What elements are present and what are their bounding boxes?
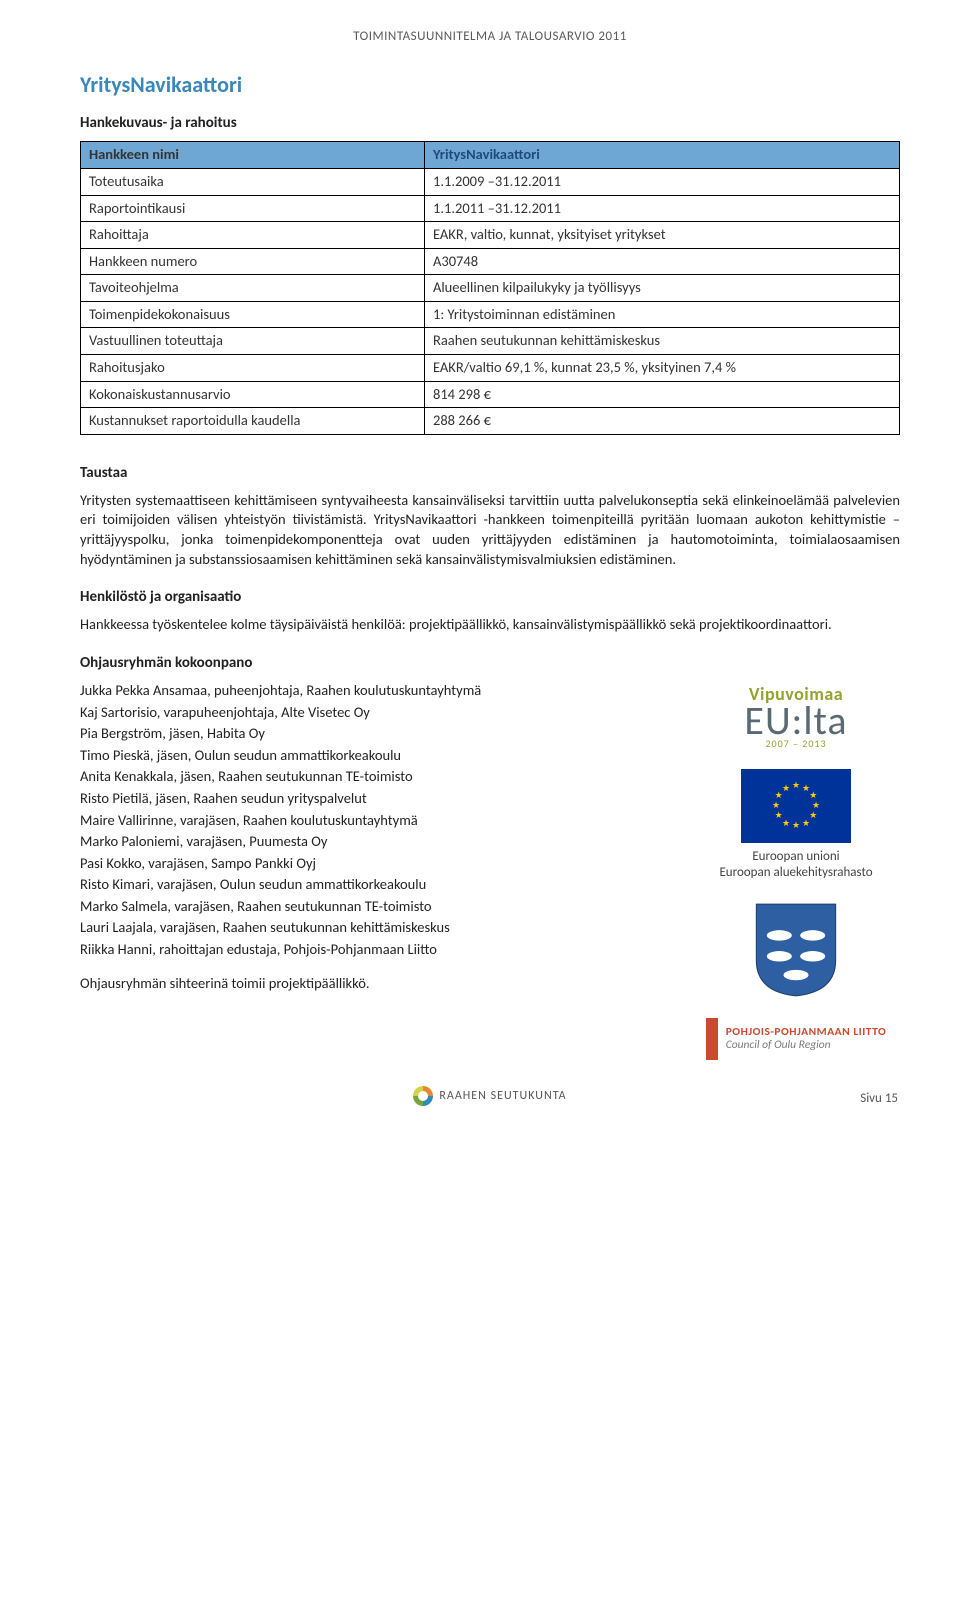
row-label: Rahoittaja: [81, 222, 425, 249]
row-value: 288 266 €: [424, 408, 899, 435]
row-label: Kokonaiskustannusarvio: [81, 381, 425, 408]
section-title: YritysNavikaattori: [80, 70, 900, 100]
row-value: 1: Yritystoiminnan edistäminen: [424, 301, 899, 328]
list-item: Timo Pieskä, jäsen, Oulun seudun ammatti…: [80, 746, 676, 766]
logo-eu: ★★★★★★★★★★★★ Euroopan unioni Euroopan al…: [719, 769, 872, 882]
heading-ohjaus: Ohjausryhmän kokoonpano: [80, 653, 900, 673]
section-taustaa: Taustaa Yritysten systemaattiseen kehitt…: [80, 463, 900, 570]
row-label: Kustannukset raportoidulla kaudella: [81, 408, 425, 435]
running-header: TOIMINTASUUNNITELMA JA TALOUSARVIO 2011: [80, 28, 900, 46]
page-number: Sivu 15: [818, 1090, 898, 1108]
list-item: Risto Kimari, varajäsen, Oulun seudun am…: [80, 875, 676, 895]
eu-caption-2: Euroopan aluekehitysrahasto: [719, 865, 872, 881]
list-item: Marko Paloniemi, varajäsen, Puumesta Oy: [80, 832, 676, 852]
table-row: Toteutusaika1.1.2009 –31.12.2011: [81, 169, 900, 196]
table-row: RahoittajaEAKR, valtio, kunnat, yksityis…: [81, 222, 900, 249]
members-list: Jukka Pekka Ansamaa, puheenjohtaja, Raah…: [80, 681, 676, 959]
footer-brand-text: RAAHEN SEUTUKUNTA: [439, 1088, 566, 1104]
ppl-line1: POHJOIS-POHJANMAAN LIITTO: [726, 1026, 887, 1039]
row-label: Vastuullinen toteuttaja: [81, 328, 425, 355]
list-item: Pasi Kokko, varajäsen, Sampo Pankki Oyj: [80, 854, 676, 874]
coat-of-arms-icon: [754, 902, 838, 998]
text-taustaa: Yritysten systemaattiseen kehittämiseen …: [80, 491, 900, 569]
row-label: Raportointikausi: [81, 195, 425, 222]
table-row: Hankkeen numeroA30748: [81, 248, 900, 275]
table-row: Toimenpidekokonaisuus1: Yritystoiminnan …: [81, 301, 900, 328]
eu-star-icon: ★: [792, 780, 800, 792]
eu-star-icon: ★: [809, 810, 817, 822]
logo-ppl: POHJOIS-POHJANMAAN LIITTO Council of Oul…: [706, 1018, 887, 1060]
table-header-left: Hankkeen nimi: [81, 142, 425, 169]
list-item: Maire Vallirinne, varajäsen, Raahen koul…: [80, 811, 676, 831]
row-label: Tavoiteohjelma: [81, 275, 425, 302]
project-info-table: Hankkeen nimi YritysNavikaattori Toteutu…: [80, 141, 900, 434]
heading-taustaa: Taustaa: [80, 463, 900, 483]
row-value: EAKR/valtio 69,1 %, kunnat 23,5 %, yksit…: [424, 354, 899, 381]
row-value: 1.1.2009 –31.12.2011: [424, 169, 899, 196]
list-item: Risto Pietilä, jäsen, Raahen seudun yrit…: [80, 789, 676, 809]
list-item: Riikka Hanni, rahoittajan edustaja, Pohj…: [80, 940, 676, 960]
list-item: Jukka Pekka Ansamaa, puheenjohtaja, Raah…: [80, 681, 676, 701]
table-row: Vastuullinen toteuttajaRaahen seutukunna…: [81, 328, 900, 355]
eu-caption-1: Euroopan unioni: [719, 849, 872, 865]
row-value: Alueellinen kilpailukyky ja työllisyys: [424, 275, 899, 302]
table-row: Kokonaiskustannusarvio814 298 €: [81, 381, 900, 408]
section-henkilosto: Henkilöstö ja organisaatio Hankkeessa ty…: [80, 587, 900, 635]
eu-flag-icon: ★★★★★★★★★★★★: [741, 769, 851, 843]
table-caption: Hankekuvaus- ja rahoitus: [80, 113, 900, 133]
table-row: TavoiteohjelmaAlueellinen kilpailukyky j…: [81, 275, 900, 302]
row-value: 1.1.2011 –31.12.2011: [424, 195, 899, 222]
eu-star-icon: ★: [802, 817, 810, 829]
members-column: Jukka Pekka Ansamaa, puheenjohtaja, Raah…: [80, 681, 676, 993]
table-header-right: YritysNavikaattori: [424, 142, 899, 169]
row-label: Hankkeen numero: [81, 248, 425, 275]
eu-star-icon: ★: [782, 817, 790, 829]
footer-ring-icon: [413, 1086, 433, 1106]
list-item: Lauri Laajala, varajäsen, Raahen seutuku…: [80, 918, 676, 938]
table-row: Raportointikausi1.1.2011 –31.12.2011: [81, 195, 900, 222]
ppl-bar-icon: [706, 1018, 718, 1060]
eu-star-icon: ★: [782, 783, 790, 795]
logo-vipuvoimaa: Vipuvoimaa EU:lta 2007 – 2013: [744, 685, 847, 749]
row-label: Rahoitusjako: [81, 354, 425, 381]
text-henkilosto: Hankkeessa työskentelee kolme täysipäivä…: [80, 615, 900, 635]
logos-column: Vipuvoimaa EU:lta 2007 – 2013 ★★★★★★★★★★…: [692, 681, 900, 1060]
heading-henkilosto: Henkilöstö ja organisaatio: [80, 587, 900, 607]
section-ohjaus: Ohjausryhmän kokoonpano Jukka Pekka Ansa…: [80, 653, 900, 1060]
table-row: RahoitusjakoEAKR/valtio 69,1 %, kunnat 2…: [81, 354, 900, 381]
row-value: 814 298 €: [424, 381, 899, 408]
list-item: Kaj Sartorisio, varapuheenjohtaja, Alte …: [80, 703, 676, 723]
row-label: Toimenpidekokonaisuus: [81, 301, 425, 328]
list-item: Pia Bergström, jäsen, Habita Oy: [80, 724, 676, 744]
eu-star-icon: ★: [792, 820, 800, 832]
footer-brand: RAAHEN SEUTUKUNTA: [413, 1086, 566, 1106]
vipu-mid: EU:lta: [744, 701, 847, 741]
row-value: EAKR, valtio, kunnat, yksityiset yrityks…: [424, 222, 899, 249]
page-footer: RAAHEN SEUTUKUNTA Sivu 15: [80, 1086, 900, 1112]
row-label: Toteutusaika: [81, 169, 425, 196]
table-row: Kustannukset raportoidulla kaudella288 2…: [81, 408, 900, 435]
list-item: Anita Kenakkala, jäsen, Raahen seutukunn…: [80, 767, 676, 787]
list-item: Marko Salmela, varajäsen, Raahen seutuku…: [80, 897, 676, 917]
row-value: Raahen seutukunnan kehittämiskeskus: [424, 328, 899, 355]
secretary-line: Ohjausryhmän sihteerinä toimii projektip…: [80, 974, 676, 994]
ppl-line2: Council of Oulu Region: [726, 1039, 887, 1052]
row-value: A30748: [424, 248, 899, 275]
